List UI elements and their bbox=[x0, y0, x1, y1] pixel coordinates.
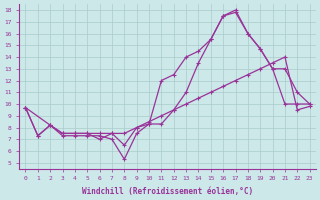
X-axis label: Windchill (Refroidissement éolien,°C): Windchill (Refroidissement éolien,°C) bbox=[82, 187, 253, 196]
